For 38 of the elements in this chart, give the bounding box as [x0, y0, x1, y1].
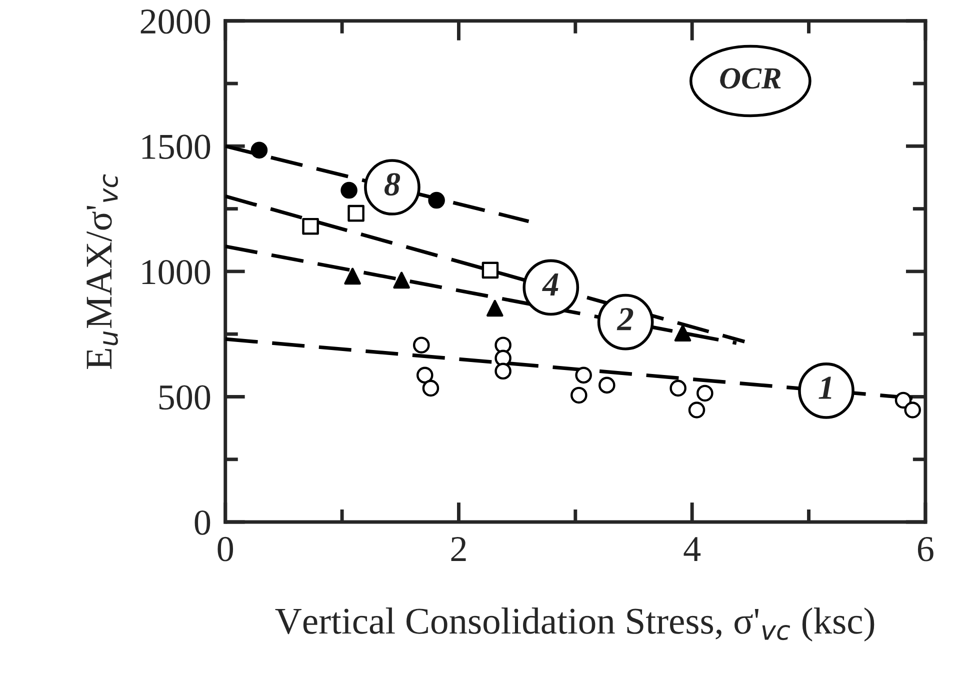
point [340, 182, 358, 199]
point [575, 366, 592, 384]
point [570, 386, 588, 404]
point [904, 402, 921, 418]
point [894, 392, 912, 409]
point [670, 380, 686, 397]
point [302, 218, 319, 235]
point [482, 262, 499, 279]
point [696, 384, 714, 402]
y-tick-label: 0 [194, 510, 210, 535]
x-axis-title: Vertical Consolidation Stress, σ'$_{vc}$ (ksc) [275, 608, 874, 642]
x-tick-label: 4 [684, 537, 701, 561]
y-axis-title: E$_{u}$MAX/σ'$_{vc}$ [86, 174, 118, 369]
point [598, 376, 616, 394]
point [344, 268, 361, 285]
annotation: 1 [818, 376, 832, 399]
annotation: 2 [616, 308, 634, 330]
x-tick-label: 6 [918, 537, 934, 562]
y-tick-label: 500 [159, 385, 210, 410]
y-tick-label: 1000 [142, 260, 210, 284]
point [250, 142, 268, 159]
point [674, 324, 692, 342]
point [422, 380, 440, 397]
point [412, 336, 430, 354]
y-tick-label: 2000 [140, 9, 210, 34]
x-tick-label: 0 [218, 536, 234, 562]
point [348, 204, 364, 222]
point [393, 272, 410, 289]
x-tick-label: 2 [451, 537, 466, 561]
annotation: 8 [384, 173, 400, 196]
point [688, 402, 706, 418]
annotation: OCR [720, 68, 781, 89]
annotation: 4 [542, 274, 558, 296]
y-tick-label: 1500 [142, 134, 210, 160]
point [428, 192, 445, 209]
point [416, 366, 434, 384]
point [486, 300, 504, 317]
point [494, 362, 512, 380]
